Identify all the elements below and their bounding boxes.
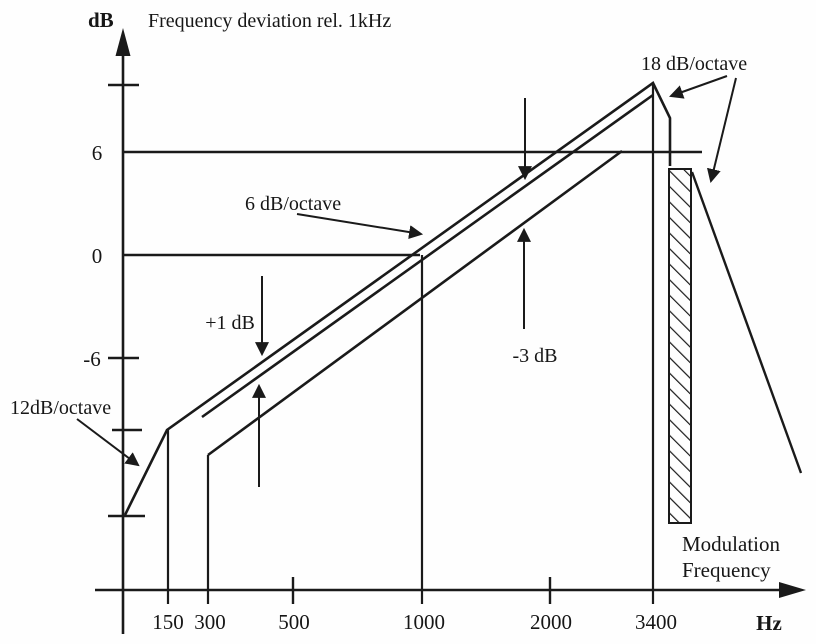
arrow-18db-octave-2 xyxy=(707,77,737,184)
x-label-150: 150 xyxy=(152,610,184,634)
x-label-2000: 2000 xyxy=(530,610,572,634)
y-label-plus6: 6 xyxy=(92,141,103,165)
rolloff-guide-line xyxy=(690,171,803,474)
x-label-3400: 3400 xyxy=(635,610,677,634)
label-12db-octave: 12dB/octave xyxy=(10,397,111,419)
upper-limit-line xyxy=(123,81,672,516)
x-label-300: 300 xyxy=(194,610,226,634)
chart-title: Frequency deviation rel. 1kHz xyxy=(148,10,391,32)
label-plus1db: +1 dB xyxy=(205,312,255,334)
label-6db-octave: 6 dB/octave xyxy=(245,193,341,215)
y-label-minus6: -6 xyxy=(83,347,101,371)
arrow-6db-octave xyxy=(296,213,424,240)
stopband-bar-outline xyxy=(668,168,692,524)
x-label-500: 500 xyxy=(278,610,310,634)
label-modulation: Modulation xyxy=(682,532,780,556)
arrow-12db-octave xyxy=(76,418,140,467)
label-18db-octave: 18 dB/octave xyxy=(641,53,747,75)
nominal-line xyxy=(201,93,654,419)
x-axis-arrowhead xyxy=(779,582,806,598)
label-minus3db: -3 dB xyxy=(513,345,558,367)
label-frequency: Frequency xyxy=(682,558,771,582)
y-axis-unit-label: dB xyxy=(88,8,114,32)
y-axis-arrowhead xyxy=(115,28,131,56)
x-axis-unit-label: Hz xyxy=(756,611,782,635)
y-label-zero: 0 xyxy=(92,244,103,268)
x-label-1000: 1000 xyxy=(403,610,445,634)
stopband-hatch-fill xyxy=(669,169,691,523)
lower-limit-line xyxy=(207,149,623,457)
arrow-18db-octave-1 xyxy=(669,75,728,99)
